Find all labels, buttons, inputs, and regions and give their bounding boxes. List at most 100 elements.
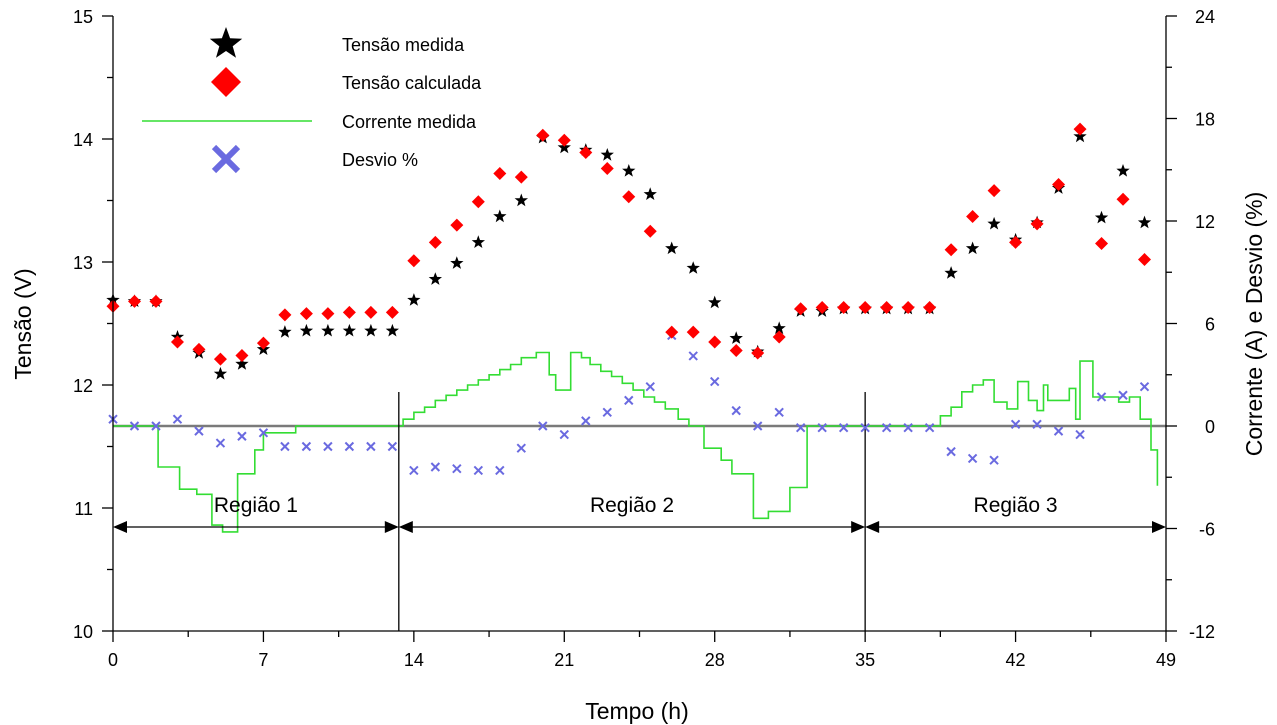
tensao-calculada-point: [1073, 122, 1087, 136]
tensao-calculada-point: [729, 344, 743, 358]
tensao-calculada-point: [536, 128, 550, 142]
tensao-medida-point: [965, 241, 980, 255]
tensao-calculada-point: [127, 294, 141, 308]
x-tick-label: 42: [1006, 650, 1026, 670]
tensao-medida-point: [557, 140, 571, 154]
desvio-point: [559, 429, 569, 440]
tensao-calculada-point: [299, 307, 313, 321]
y-left-tick-label: 11: [74, 499, 93, 519]
tensao-calculada-point: [256, 336, 270, 350]
tensao-medida-point: [299, 323, 314, 337]
y-axis-left-title: Tensão (V): [10, 268, 36, 379]
tensao-medida-point: [514, 193, 528, 207]
desvio-point: [495, 465, 505, 476]
desvio-point: [1010, 419, 1021, 429]
region-label: Região 2: [590, 494, 674, 517]
desvio-point: [1032, 419, 1042, 429]
desvio-point: [710, 376, 720, 387]
desvio-point: [516, 443, 527, 453]
tensao-calculada-point: [923, 301, 937, 315]
legend: Tensão medida Tensão calculada Corrente me…: [142, 27, 482, 174]
desvio-point: [967, 453, 978, 464]
desvio-point: [323, 441, 333, 452]
tensao-medida-point: [364, 323, 378, 337]
tensao-medida-point: [1137, 215, 1152, 229]
desvio-point: [1139, 382, 1150, 392]
region-arrow-head-left: [398, 521, 413, 533]
tensao-calculada-point: [385, 305, 399, 319]
desvio-point: [581, 416, 591, 426]
tensao-calculada-point: [1052, 178, 1066, 192]
tensao-calculada-point: [686, 325, 700, 339]
desvio-point: [752, 421, 763, 431]
region-arrow-head-right: [384, 521, 399, 533]
region-label: Região 3: [974, 494, 1058, 517]
y-left-tick-label: 12: [73, 376, 93, 396]
desvio-point: [688, 351, 698, 361]
desvio-point: [946, 446, 956, 457]
desvio-point: [903, 423, 913, 433]
tensao-calculada-point: [321, 307, 335, 321]
x-tick-label: 21: [554, 650, 574, 670]
legend-cross-icon: [211, 144, 241, 174]
desvio-point: [194, 426, 204, 436]
legend-diamond-icon: [211, 67, 241, 97]
desvio-point: [1075, 429, 1085, 440]
tensao-calculada-point: [235, 348, 249, 362]
region-arrow-head-left: [865, 521, 880, 533]
tensao-calculada-point: [364, 305, 378, 319]
tensao-calculada-point: [858, 301, 872, 315]
desvio-point: [731, 405, 741, 416]
tensao-calculada-point: [342, 305, 356, 319]
desvio-point: [538, 421, 548, 431]
desvio-point: [258, 428, 269, 438]
desvio-point: [1096, 392, 1107, 402]
legend-item-4: Desvio %: [211, 144, 418, 174]
y-left-tick-label: 10: [73, 622, 93, 642]
y-right-tick-label: 18: [1195, 110, 1215, 130]
tensao-medida-point: [235, 357, 249, 370]
desvio-point: [1118, 390, 1128, 400]
tensao-calculada-point: [557, 133, 571, 147]
tensao-calculada-point: [1095, 237, 1109, 251]
desvio-point: [237, 431, 247, 441]
desvio-point: [795, 423, 806, 433]
tensao-calculada-point: [278, 308, 292, 322]
tensao-calculada-point: [1009, 235, 1023, 249]
tensao-calculada-point: [708, 335, 722, 349]
tensao-medida-point: [1116, 164, 1130, 177]
tensao-calculada-point: [901, 301, 915, 315]
desvio-point: [838, 423, 849, 433]
tensao-calculada-point: [665, 325, 679, 339]
tensao-calculada-point: [966, 209, 980, 223]
tensao-calculada-point: [987, 184, 1001, 198]
y-right-tick-label: 6: [1205, 315, 1215, 335]
desvio-point: [473, 465, 484, 476]
tensao-medida-point: [278, 325, 292, 338]
desvio-point: [301, 441, 312, 452]
x-tick-label: 28: [705, 650, 725, 670]
tensao-medida-point: [321, 323, 335, 337]
tensao-medida-point: [686, 261, 700, 274]
tensao-calculada-point: [170, 335, 184, 349]
tensao-medida-point: [342, 323, 356, 337]
tensao-calculada-point: [772, 330, 786, 344]
y-right-tick-label: -6: [1199, 520, 1215, 540]
tensao-medida-point: [643, 187, 657, 200]
tensao-medida-point: [493, 209, 507, 223]
tensao-calculada-point: [579, 146, 593, 160]
x-tick-label: 0: [108, 650, 118, 670]
y-left-tick-label: 13: [73, 253, 93, 273]
tensao-medida-point: [407, 293, 421, 306]
tensao-calculada-point: [149, 294, 163, 308]
tensao-calculada-point: [1030, 217, 1044, 231]
tensao-medida-point: [729, 331, 743, 344]
tensao-medida-point: [1073, 129, 1087, 143]
tensao-medida-point: [622, 164, 636, 177]
region-arrow-head-left: [113, 521, 127, 533]
legend-star-icon: [209, 27, 243, 58]
y-right-tick-label: 24: [1195, 7, 1215, 27]
tensao-medida-point: [385, 323, 399, 337]
desvio-point: [924, 423, 935, 433]
